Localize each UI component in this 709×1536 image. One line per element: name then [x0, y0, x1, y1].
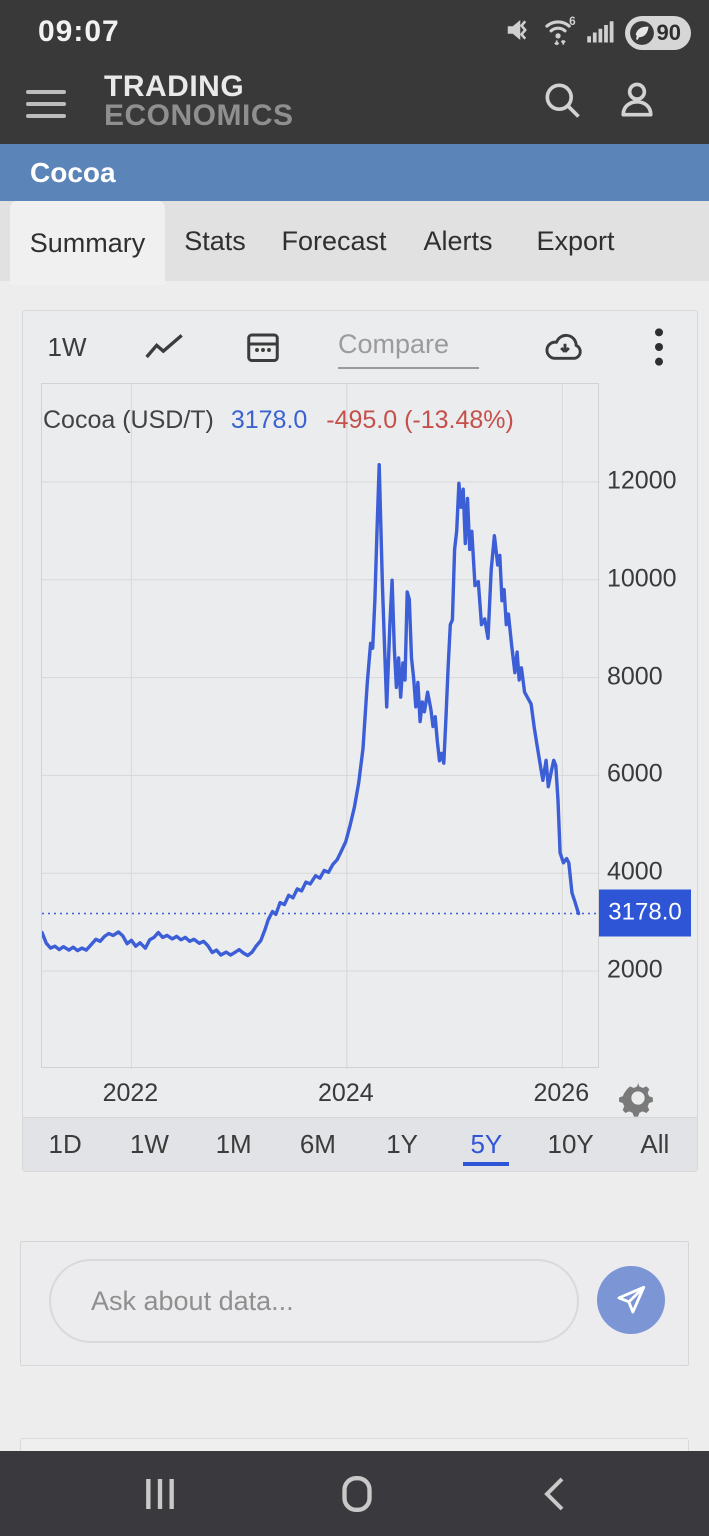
range-button-1w[interactable]: 1W [129, 1129, 169, 1159]
app-header: TRADING ECONOMICS [0, 64, 709, 144]
range-button-1y[interactable]: 1Y [386, 1129, 419, 1159]
send-button[interactable] [597, 1266, 665, 1334]
current-price-tag: 3178.0 [599, 889, 691, 936]
home-icon[interactable] [334, 1471, 380, 1517]
compare-input[interactable]: Compare [338, 329, 479, 369]
chart-plot-area[interactable] [41, 383, 600, 1069]
price-line-series [42, 462, 581, 958]
ask-data-panel: Ask about data... [20, 1241, 689, 1366]
wifi6-icon: 6 [543, 14, 577, 51]
tab-summary[interactable]: Summary [10, 201, 165, 285]
y-tick-10000: 10000 [607, 564, 677, 593]
svg-text:6: 6 [569, 15, 576, 28]
chart-settings-gear-icon[interactable] [619, 1079, 659, 1119]
chart-last-price: 3178.0 [230, 406, 308, 434]
send-plane-icon [617, 1285, 646, 1314]
battery-percent: 90 [656, 19, 681, 45]
chart-series-name: Cocoa (USD/T) [43, 406, 214, 434]
commodity-title-bar: Cocoa [0, 144, 709, 201]
recent-apps-icon[interactable] [137, 1471, 183, 1517]
back-icon[interactable] [534, 1471, 580, 1517]
line-type-icon[interactable] [139, 319, 191, 375]
status-clock: 09:07 [38, 15, 120, 48]
tab-forecast[interactable]: Forecast [281, 225, 387, 256]
range-button-10y[interactable]: 10Y [547, 1129, 594, 1159]
account-icon[interactable] [615, 78, 659, 122]
range-button-1d[interactable]: 1D [48, 1129, 82, 1159]
next-card-edge [20, 1438, 689, 1452]
chart-legend: Cocoa (USD/T) 3178.0 -495.0 (-13.48%) [43, 406, 514, 435]
range-button-1m[interactable]: 1M [215, 1129, 252, 1159]
kebab-menu-icon[interactable] [637, 319, 681, 375]
cloud-download-icon[interactable] [539, 319, 591, 375]
y-tick-12000: 12000 [607, 466, 677, 495]
logo-line2: ECONOMICS [104, 99, 294, 133]
hamburger-menu-button[interactable] [26, 84, 70, 124]
status-icons: 6 90 [504, 14, 691, 51]
tab-stats[interactable]: Stats [184, 225, 246, 256]
range-button-5y[interactable]: 5Y [457, 1118, 515, 1171]
calendar-icon[interactable] [237, 319, 289, 375]
android-nav-bar [0, 1451, 709, 1536]
interval-button[interactable]: 1W [47, 331, 87, 362]
x-tick-2022: 2022 [102, 1079, 159, 1107]
page-title: Cocoa [30, 157, 116, 188]
y-tick-8000: 8000 [607, 662, 663, 691]
tab-alerts[interactable]: Alerts [423, 225, 493, 256]
logo-line1: TRADING [104, 70, 245, 103]
x-tick-2026: 2026 [533, 1079, 590, 1107]
chart-card: 1W Compare Cocoa (USD/T) 3178.0 -495.0 (… [22, 310, 698, 1172]
y-tick-6000: 6000 [607, 759, 663, 788]
ask-data-input[interactable]: Ask about data... [49, 1259, 579, 1343]
search-icon[interactable] [540, 78, 584, 122]
y-tick-2000: 2000 [607, 955, 663, 984]
range-button-all[interactable]: All [640, 1129, 670, 1159]
app-logo: TRADING ECONOMICS [104, 70, 294, 133]
status-bar: 09:07 6 90 [0, 0, 709, 64]
x-tick-2024: 2024 [318, 1079, 374, 1107]
range-button-6m[interactable]: 6M [299, 1129, 336, 1159]
battery-saver-icon: 90 [624, 15, 691, 50]
chart-change: -495.0 (-13.48%) [326, 406, 514, 434]
signal-icon [586, 15, 616, 50]
y-tick-4000: 4000 [607, 857, 663, 886]
tab-strip: Summary Stats Forecast Alerts Export [0, 201, 709, 285]
mute-icon [504, 15, 534, 50]
tab-export[interactable]: Export [536, 225, 615, 256]
range-selector: 1D 1W 1M 6M 1Y 5Y 10Y All [23, 1117, 697, 1171]
